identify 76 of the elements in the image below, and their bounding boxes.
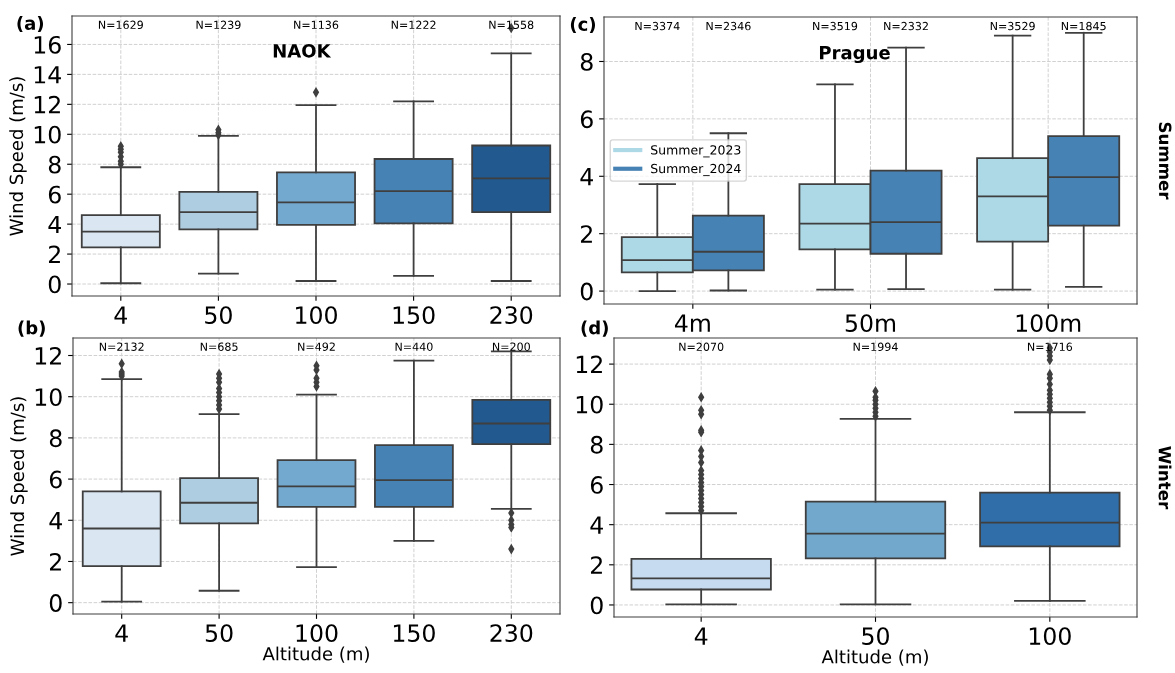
- y-tick-label: 8: [590, 435, 603, 454]
- x-tick-label: 50: [862, 627, 889, 645]
- y-tick-label: 12: [35, 346, 61, 365]
- y2-axis-title: Summer: [1158, 122, 1172, 200]
- annotation: N=1136: [294, 20, 339, 30]
- chart-title: (c): [570, 17, 596, 34]
- text: Prague: [820, 45, 890, 64]
- x-tick-label: 230: [490, 306, 533, 324]
- y-tick-label: 12: [576, 355, 602, 374]
- annotation: N=2132: [99, 342, 144, 351]
- annotation: N=1222: [391, 20, 436, 29]
- y-tick-label: 4: [48, 215, 61, 234]
- annotation: N=3374: [635, 21, 680, 31]
- y-tick-label: 6: [590, 475, 603, 494]
- annotation: N=1558: [489, 20, 534, 30]
- y-tick-label: 2: [48, 245, 60, 264]
- y-tick-label: 10: [34, 125, 61, 144]
- annotation: N=1845: [1061, 21, 1106, 31]
- y-tick-label: 6: [49, 470, 62, 489]
- y-tick-label: 2: [580, 225, 592, 243]
- x-axis-title: Altitude (m): [821, 649, 928, 666]
- x-tick-label: 150: [393, 624, 435, 642]
- x-tick-label: 150: [393, 306, 435, 324]
- y-tick-label: 4: [590, 516, 603, 534]
- y-tick-label: 8: [48, 155, 61, 174]
- annotation: N=2070: [679, 342, 724, 351]
- text: NAOK: [273, 43, 332, 58]
- chart-title: (d): [581, 320, 608, 337]
- y-tick-label: 6: [48, 185, 61, 204]
- x-tick-label: 50: [205, 624, 233, 642]
- y-tick-label: 2: [590, 556, 602, 574]
- y-tick-label: 0: [580, 282, 593, 301]
- chart-title: (a): [17, 16, 44, 33]
- x-tick-label: 100: [296, 306, 337, 324]
- y-tick-label: 6: [580, 110, 593, 129]
- y-tick-label: 4: [580, 168, 593, 186]
- legend-label: Summer_2023: [651, 145, 741, 158]
- x-tick-label: 4: [115, 624, 128, 642]
- y-tick-label: 2: [49, 552, 61, 571]
- y-tick-label: 14: [34, 66, 61, 84]
- y-tick-label: 0: [590, 596, 603, 615]
- y2-axis-title: Winter: [1158, 446, 1172, 510]
- chart-title: (b): [18, 320, 45, 337]
- x-tick-label: 230: [490, 624, 533, 642]
- x-tick-label: 100m: [1016, 314, 1081, 332]
- y-tick-label: 8: [580, 52, 593, 71]
- x-tick-label: 50m: [845, 314, 896, 332]
- annotation: N=2346: [706, 21, 751, 31]
- annotation: N=200: [492, 342, 530, 351]
- annotation: N=3529: [990, 21, 1035, 31]
- y-tick-label: 8: [49, 429, 62, 448]
- x-tick-label: 4m: [674, 314, 710, 332]
- x-tick-label: 100: [296, 624, 338, 642]
- x-axis-title: Altitude (m): [262, 646, 369, 663]
- annotation: N=440: [395, 342, 433, 351]
- annotation: N=685: [200, 342, 238, 351]
- y-tick-label: 10: [576, 395, 603, 414]
- annotation: N=492: [298, 342, 335, 351]
- y-tick-label: 0: [48, 275, 61, 294]
- annotation: N=1629: [98, 20, 143, 30]
- x-tick-label: 50: [205, 306, 232, 324]
- y-tick-label: 16: [34, 35, 61, 54]
- x-tick-label: 4: [114, 306, 127, 324]
- x-tick-label: 4: [694, 627, 708, 645]
- y-tick-label: 4: [49, 512, 62, 530]
- y-tick-label: 12: [34, 95, 60, 114]
- legend-label: Summer_2024: [651, 163, 741, 177]
- x-tick-label: 100: [1029, 627, 1071, 645]
- annotation: N=1239: [196, 20, 241, 30]
- annotation: N=3519: [813, 21, 858, 31]
- annotation: N=2332: [884, 21, 928, 31]
- y-axis-title: Wind Speed (m/s): [10, 397, 28, 556]
- y-tick-label: 10: [35, 388, 62, 407]
- y-tick-label: 0: [49, 594, 62, 612]
- annotation: N=1994: [853, 342, 898, 351]
- y-axis-title: Wind Speed (m/s): [9, 77, 27, 236]
